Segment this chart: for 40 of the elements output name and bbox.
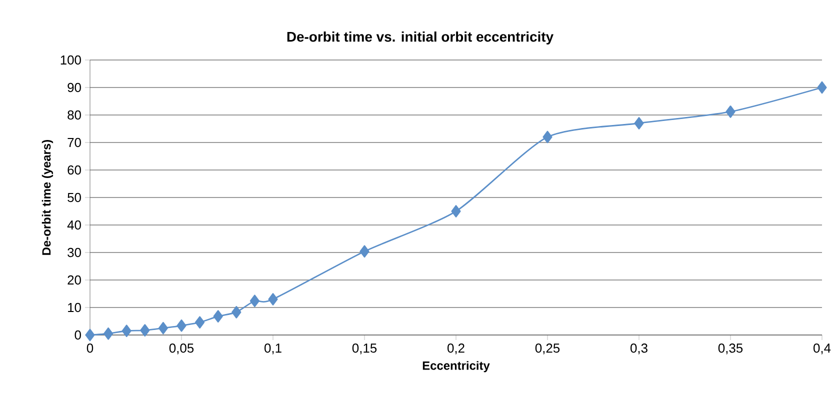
point [542, 130, 552, 144]
point [85, 328, 95, 342]
point [213, 310, 223, 322]
x-tick-label: 0,25 [535, 344, 560, 354]
y-axis-title: De-orbit time (years) [42, 140, 54, 255]
point [360, 245, 370, 258]
point [232, 306, 242, 318]
point [634, 117, 644, 130]
y-tick-label: 100 [60, 55, 81, 65]
x-tick-label: 0 [86, 344, 94, 353]
point [176, 319, 186, 332]
point [726, 106, 736, 118]
y-tick-label: 90 [68, 82, 81, 92]
point [268, 293, 278, 306]
x-tick-label: 0,4 [814, 344, 831, 354]
point [140, 324, 150, 337]
x-tick-label: 0,2 [448, 344, 464, 354]
point [103, 327, 114, 340]
x-tick-label: 0,05 [169, 344, 194, 354]
point [122, 324, 132, 338]
y-tick-label: 80 [68, 110, 81, 120]
point [250, 294, 260, 308]
x-tick-label: 0,1 [264, 344, 282, 354]
y-tick-label: 0 [74, 330, 81, 340]
x-tick-label: 0,3 [630, 344, 648, 354]
x-tick-label: 0,15 [352, 344, 377, 354]
y-tick-label: 20 [68, 275, 81, 285]
y-tick-label: 10 [68, 302, 81, 312]
y-tick-label: 70 [68, 138, 81, 148]
point [451, 205, 461, 218]
x-tick-label: 0,35 [718, 344, 743, 354]
point [194, 316, 205, 329]
chart-title: De-orbit time vs. initial orbit eccentricity [287, 31, 554, 44]
y-tick-label: 50 [68, 192, 81, 202]
point [817, 81, 827, 94]
y-tick-label: 30 [68, 248, 81, 258]
point [158, 322, 168, 334]
x-axis-title: Eccentricity [422, 361, 490, 372]
y-tick-label: 60 [68, 165, 81, 175]
y-tick-label: 40 [67, 220, 81, 230]
